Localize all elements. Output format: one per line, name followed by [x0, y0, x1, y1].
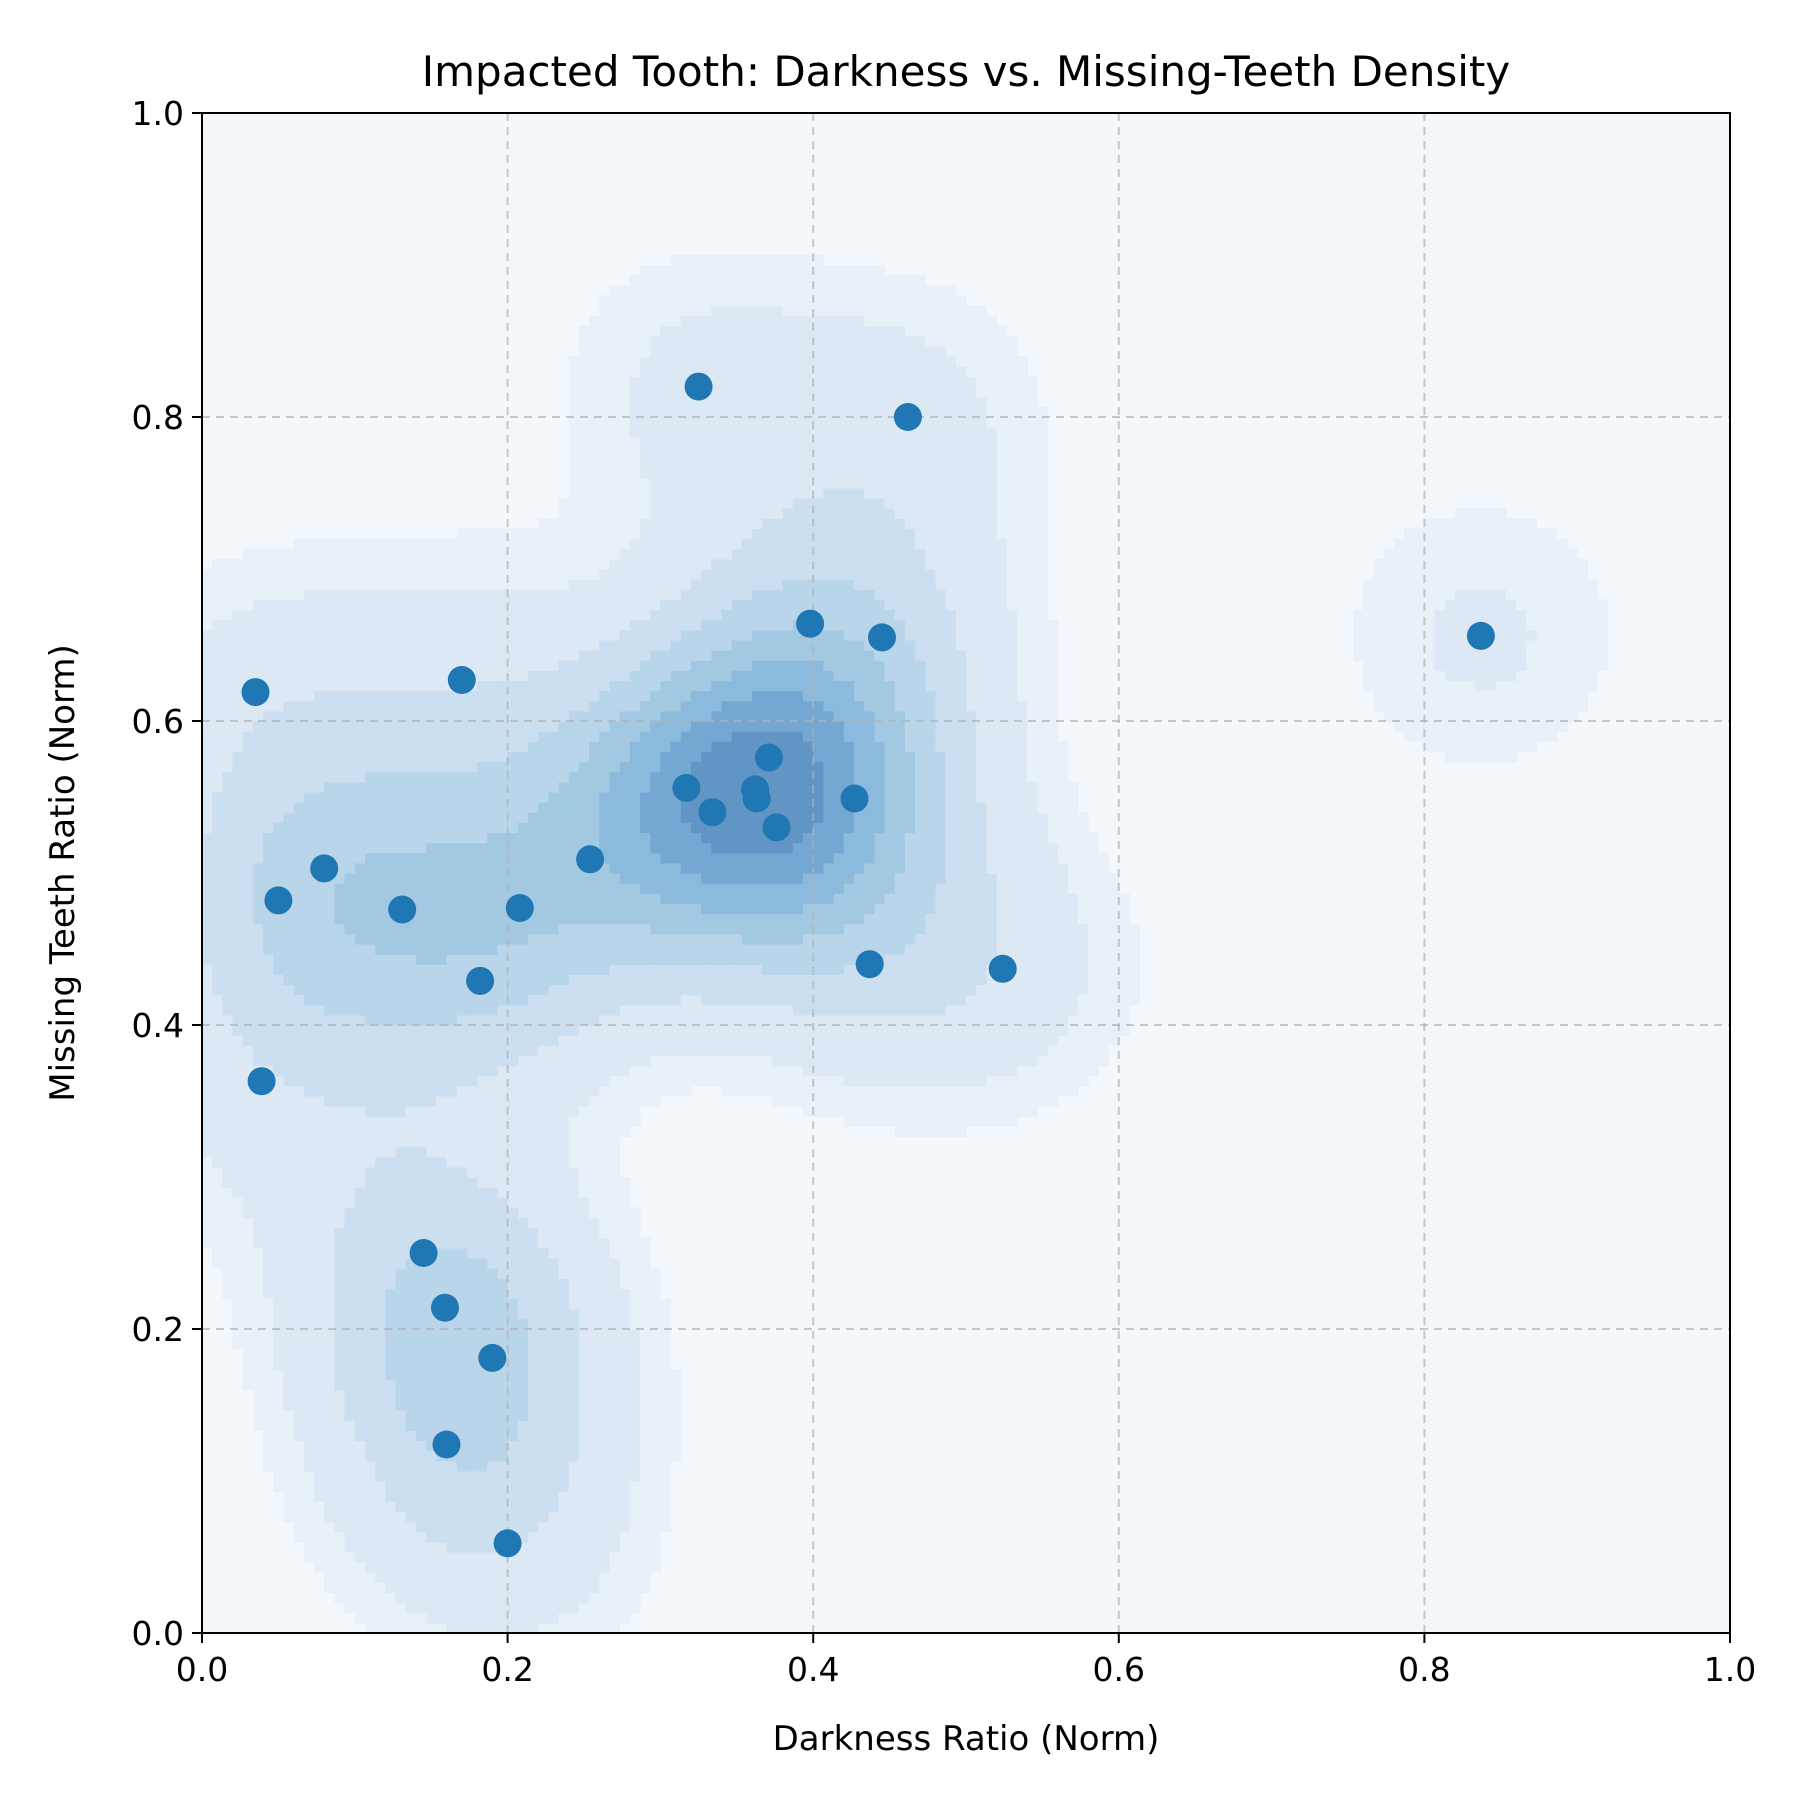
x-axis-label: Darkness Ratio (Norm)	[773, 1719, 1160, 1759]
scatter-point	[433, 1431, 461, 1459]
y-tick-label: 0.8	[132, 398, 184, 437]
scatter-point	[743, 785, 771, 813]
x-tick-label: 0.2	[481, 1650, 533, 1689]
scatter-point	[506, 894, 534, 922]
scatter-point	[989, 955, 1017, 983]
y-tick-label: 0.4	[132, 1006, 184, 1045]
scatter-point	[868, 623, 896, 651]
y-tick-label: 0.0	[132, 1614, 184, 1653]
scatter-point	[755, 744, 783, 772]
scatter-point	[763, 813, 791, 841]
scatter-point	[841, 785, 869, 813]
x-tick-label: 1.0	[1704, 1650, 1756, 1689]
x-tick-label: 0.4	[787, 1650, 839, 1689]
scatter-point	[856, 950, 884, 978]
scatter-point	[410, 1239, 438, 1267]
scatter-point	[894, 403, 922, 431]
y-tick-label: 1.0	[132, 94, 184, 133]
x-tick-label: 0.0	[176, 1650, 228, 1689]
scatter-point	[796, 610, 824, 638]
y-tick-label: 0.2	[132, 1310, 184, 1349]
scatter-point	[431, 1294, 459, 1322]
y-tick-label: 0.6	[132, 702, 184, 741]
scatter-point	[685, 373, 713, 401]
scatter-point	[478, 1344, 506, 1372]
scatter-point	[698, 798, 726, 826]
x-tick-label: 0.6	[1093, 1650, 1145, 1689]
scatter-point	[1467, 622, 1495, 650]
scatter-point	[248, 1067, 276, 1095]
scatter-point	[310, 854, 338, 882]
y-axis-label: Missing Teeth Ratio (Norm)	[43, 644, 83, 1101]
scatter-point	[494, 1529, 522, 1557]
scatter-point	[576, 845, 604, 873]
scatter-point	[242, 678, 270, 706]
scatter-point	[264, 886, 292, 914]
scatter-point	[672, 774, 700, 802]
scatter-point	[448, 666, 476, 694]
chart-title: Impacted Tooth: Darkness vs. Missing-Tee…	[422, 47, 1511, 96]
scatter-point	[466, 967, 494, 995]
x-tick-label: 0.8	[1398, 1650, 1450, 1689]
scatter-point	[388, 896, 416, 924]
